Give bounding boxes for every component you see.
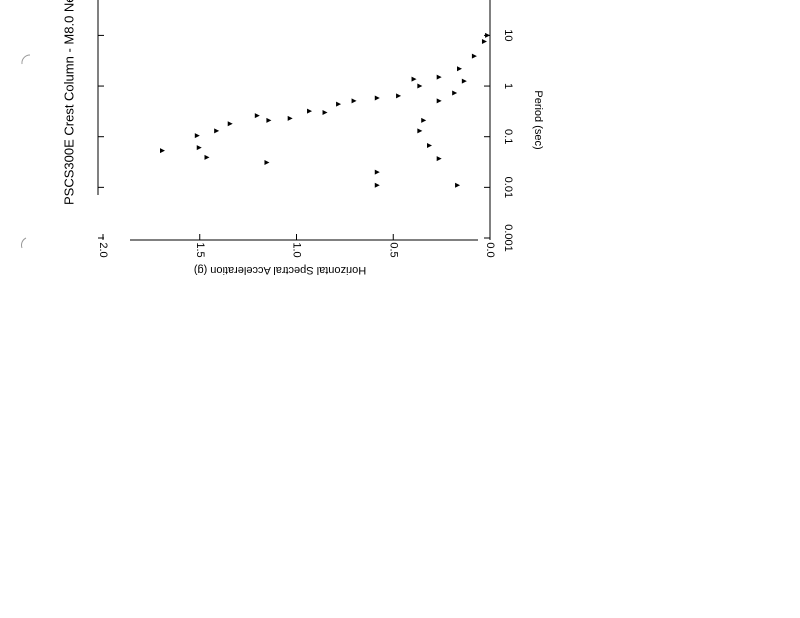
y-tick-label: 1.0 xyxy=(291,242,303,257)
point xyxy=(227,121,233,127)
point xyxy=(417,128,423,134)
chart-title: PSCS300E Crest Column - M8.0 New Madrid xyxy=(61,0,76,205)
point xyxy=(264,159,270,165)
x-tick-label: 0.001 xyxy=(502,224,514,252)
y-tick-label: 1.5 xyxy=(194,242,206,257)
point xyxy=(427,143,433,149)
point xyxy=(254,113,260,119)
point xyxy=(351,98,357,104)
x-tick-label: 0.01 xyxy=(502,177,514,198)
point xyxy=(421,117,427,123)
point xyxy=(436,98,442,104)
x-tick-label: 1 xyxy=(502,83,514,89)
y-axis-label: Horizontal Spectral Acceleration (g) xyxy=(194,264,366,276)
point xyxy=(204,154,210,160)
x-axis-label: Period (sec) xyxy=(532,90,544,149)
point xyxy=(336,101,342,107)
point xyxy=(322,110,328,116)
point xyxy=(159,148,165,154)
point xyxy=(374,169,380,175)
point xyxy=(196,145,202,151)
decoration xyxy=(21,54,31,65)
point xyxy=(374,182,380,188)
decoration xyxy=(21,237,27,249)
point xyxy=(485,32,491,38)
point xyxy=(194,133,200,139)
y-tick-label: 0.0 xyxy=(484,242,496,257)
point xyxy=(481,38,487,44)
point xyxy=(307,108,313,114)
point xyxy=(287,115,293,121)
point xyxy=(374,95,380,101)
point xyxy=(417,83,423,89)
point xyxy=(471,53,477,59)
point xyxy=(461,78,467,84)
x-tick-label: 10 xyxy=(502,29,514,41)
point xyxy=(266,117,272,123)
y-tick-label: 2.0 xyxy=(97,242,109,257)
point xyxy=(214,128,220,134)
point xyxy=(396,93,402,99)
point xyxy=(436,74,442,80)
point xyxy=(455,182,461,188)
point xyxy=(436,156,442,162)
x-tick-label: 0.1 xyxy=(502,129,514,144)
point xyxy=(457,66,463,72)
point xyxy=(452,90,458,96)
point xyxy=(411,76,417,82)
y-tick-label: 0.5 xyxy=(387,242,399,257)
